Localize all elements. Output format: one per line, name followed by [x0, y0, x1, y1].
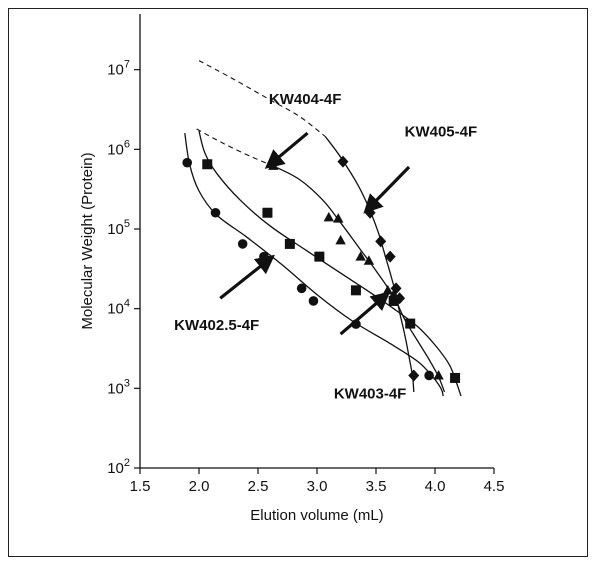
- data-point-kw403-4f: [262, 207, 273, 218]
- data-point-kw404-4f: [323, 211, 334, 222]
- series-curve-kw403-4f: [198, 130, 462, 397]
- annotation-arrow-kw402-5-4f: [219, 254, 275, 300]
- x-ticks: 1.5 2.0 2.5 3.0 3.5 4.0 4.5: [130, 468, 505, 495]
- data-point-kw404-4f: [382, 284, 393, 295]
- data-point-kw402-5-4f: [308, 296, 319, 306]
- data-point-kw403-4f: [405, 318, 416, 329]
- annotation-label-kw402-5-4f: KW402.5-4F: [174, 317, 259, 334]
- dashed-curve: [198, 60, 326, 137]
- annotation-label-kw405-4f: KW405-4F: [405, 123, 478, 140]
- y-ticks: 102 103 104 105 106 107: [107, 59, 140, 477]
- x-tick-label: 3.0: [307, 478, 328, 495]
- plot-area: [182, 60, 462, 397]
- annotation-label-kw404-4f: KW404-4F: [269, 91, 342, 108]
- data-point-kw404-4f: [355, 251, 366, 261]
- data-point-kw405-4f: [337, 155, 349, 168]
- data-point-kw404-4f: [333, 213, 344, 223]
- x-tick-label: 4.5: [484, 478, 505, 495]
- series-curve-kw405-4f: [324, 136, 415, 393]
- x-axis-title: Elution volume (mL): [250, 507, 383, 524]
- y-tick-label: 107: [107, 59, 130, 79]
- data-point-kw403-4f: [314, 251, 325, 262]
- series-curve-kw404-4f: [273, 165, 446, 393]
- x-tick-label: 2.0: [189, 478, 210, 495]
- annotation-arrow-kw405-4f: [363, 165, 411, 214]
- dashed-curve: [196, 128, 274, 167]
- data-point-kw405-4f: [394, 292, 406, 305]
- annotation-arrow-kw403-4f: [339, 291, 391, 336]
- y-tick-label: 104: [107, 298, 130, 318]
- figure-frame: [8, 8, 588, 557]
- data-point-kw405-4f: [364, 206, 376, 219]
- y-tick-label: 106: [107, 138, 130, 158]
- data-point-kw402-5-4f: [296, 283, 307, 294]
- data-point-kw405-4f: [408, 369, 420, 382]
- annotation-label-kw403-4f: KW403-4F: [334, 385, 407, 402]
- x-tick-label: 1.5: [130, 478, 151, 495]
- y-tick-label: 103: [107, 377, 130, 397]
- data-point-kw402-5-4f: [259, 251, 269, 262]
- data-point-kw405-4f: [384, 250, 396, 263]
- data-point-kw404-4f: [363, 255, 375, 265]
- data-point-kw404-4f: [335, 234, 346, 245]
- annotation-arrow-kw404-4f: [264, 131, 309, 169]
- data-point-kw403-4f: [388, 295, 399, 306]
- axes: 1.5 2.0 2.5 3.0 3.5 4.0 4.5 102 103 104 105 106 107…: [79, 14, 504, 524]
- data-point-kw402-5-4f: [210, 207, 221, 218]
- data-point-kw402-5-4f: [182, 157, 192, 168]
- data-point-kw403-4f: [350, 285, 361, 296]
- annotations: KW404-4F KW405-4F KW402.5-4F KW403-4F: [174, 91, 477, 402]
- data-point-kw402-5-4f: [237, 239, 248, 249]
- x-tick-label: 3.5: [366, 478, 387, 495]
- x-tick-label: 2.5: [248, 478, 269, 495]
- data-point-kw404-4f: [433, 369, 444, 380]
- data-point-kw402-5-4f: [424, 370, 434, 381]
- data-point-kw405-4f: [390, 282, 402, 295]
- data-point-kw403-4f: [202, 159, 213, 170]
- data-point-kw403-4f: [284, 238, 295, 249]
- y-tick-label: 105: [107, 218, 130, 238]
- data-point-kw405-4f: [375, 235, 387, 248]
- y-tick-label: 102: [107, 457, 130, 477]
- x-tick-label: 4.0: [425, 478, 446, 495]
- y-axis-title: Molecular Weight (Protein): [79, 152, 96, 329]
- data-point-kw403-4f: [450, 372, 461, 383]
